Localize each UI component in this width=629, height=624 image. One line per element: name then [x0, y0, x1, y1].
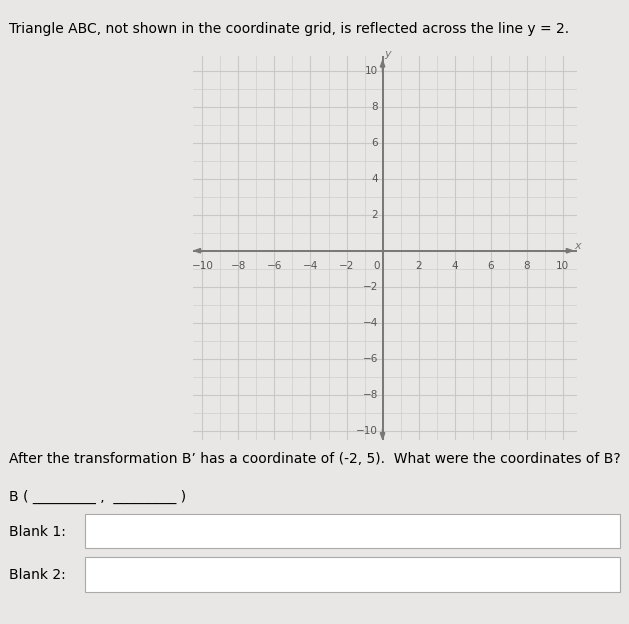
Text: −6: −6 — [363, 354, 378, 364]
Text: 8: 8 — [523, 261, 530, 271]
Text: −8: −8 — [363, 390, 378, 400]
Text: −10: −10 — [191, 261, 213, 271]
Text: 10: 10 — [365, 66, 378, 76]
Text: −2: −2 — [339, 261, 354, 271]
FancyArrow shape — [194, 248, 204, 253]
Text: −10: −10 — [356, 426, 378, 436]
Text: −2: −2 — [363, 282, 378, 292]
Text: Blank 1:: Blank 1: — [9, 525, 66, 539]
Text: 4: 4 — [452, 261, 458, 271]
Text: B ( _________ ,  _________ ): B ( _________ , _________ ) — [9, 490, 187, 504]
Text: −8: −8 — [231, 261, 246, 271]
Text: −4: −4 — [303, 261, 318, 271]
FancyArrow shape — [561, 248, 572, 253]
Text: x: x — [574, 241, 581, 251]
Text: 4: 4 — [372, 173, 378, 183]
Text: y: y — [384, 49, 391, 59]
FancyArrow shape — [381, 61, 385, 72]
Text: 6: 6 — [372, 138, 378, 148]
Text: After the transformation B’ has a coordinate of (-2, 5).  What were the coordina: After the transformation B’ has a coordi… — [9, 452, 621, 466]
Text: 0: 0 — [374, 261, 380, 271]
Text: −4: −4 — [363, 318, 378, 328]
Text: 2: 2 — [372, 210, 378, 220]
Text: 6: 6 — [487, 261, 494, 271]
Text: Blank 2:: Blank 2: — [9, 568, 66, 582]
Text: 2: 2 — [415, 261, 422, 271]
Text: −6: −6 — [267, 261, 282, 271]
Text: Triangle ABC, not shown in the coordinate grid, is reflected across the line y =: Triangle ABC, not shown in the coordinat… — [9, 22, 570, 36]
FancyArrow shape — [381, 429, 385, 439]
Text: 8: 8 — [372, 102, 378, 112]
Text: 10: 10 — [556, 261, 569, 271]
